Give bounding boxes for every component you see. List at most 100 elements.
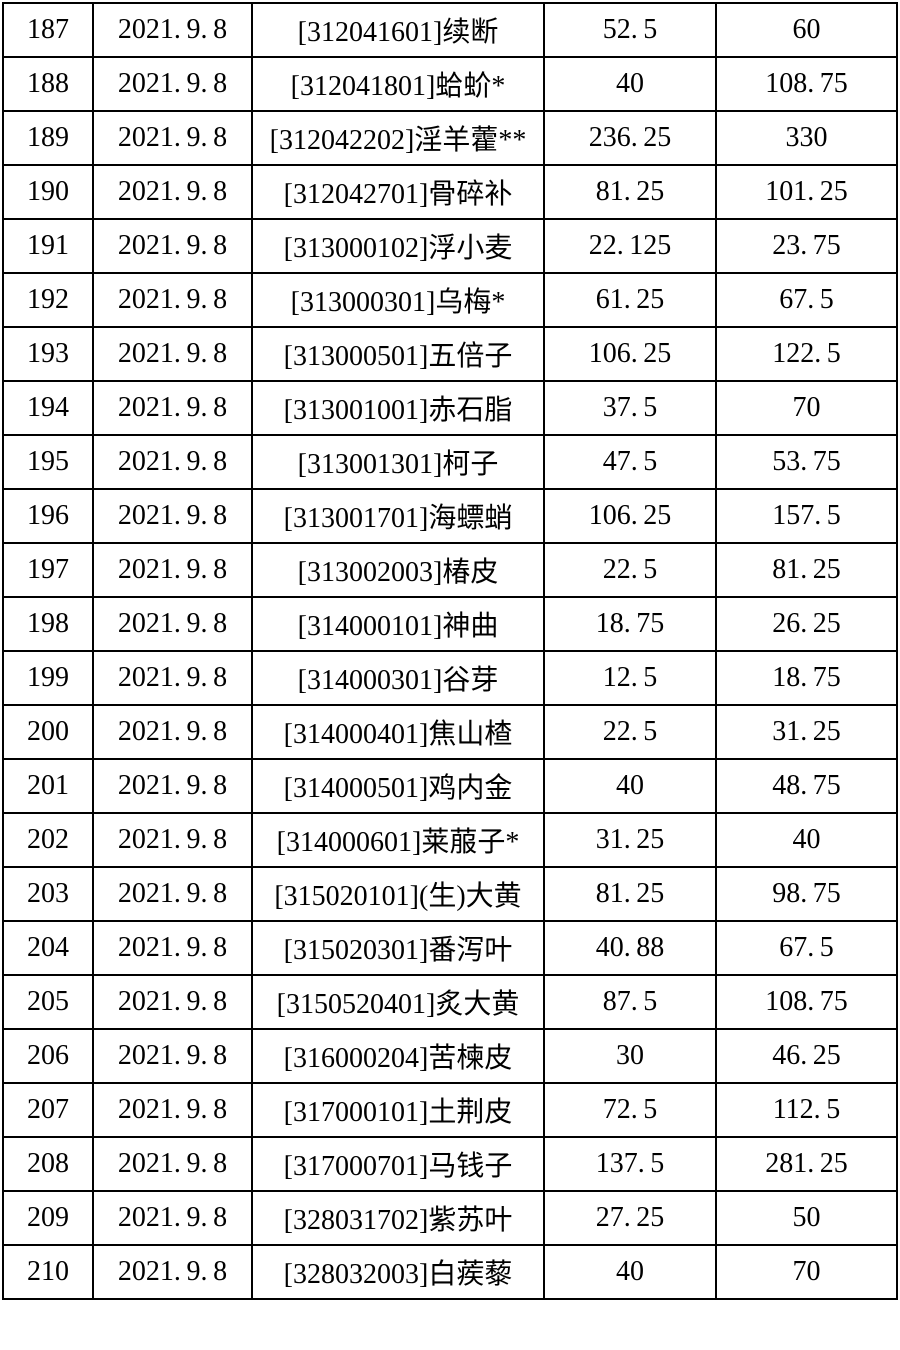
cell-price-2: 67. 5 [715,272,898,328]
table-row: 199 2021. 9. 8 [314000301]谷芽 12. 5 18. 75 [2,650,898,706]
cell-price-2: 70 [715,1244,898,1300]
table-row: 189 2021. 9. 8 [312042202]淫羊藿** 236. 25 330 [2,110,898,166]
cell-price-1: 81. 25 [543,866,717,922]
cell-price-2: 98. 75 [715,866,898,922]
table-row: 188 2021. 9. 8 [312041801]蛤蚧* 40 108. 75 [2,56,898,112]
cell-item-code-name: [312042701]骨碎补 [251,164,545,220]
cell-date: 2021. 9. 8 [92,218,253,274]
cell-price-1: 37. 5 [543,380,717,436]
cell-date: 2021. 9. 8 [92,1244,253,1300]
table-row: 190 2021. 9. 8 [312042701]骨碎补 81. 25 101. 25 [2,164,898,220]
table-row: 200 2021. 9. 8 [314000401]焦山楂 22. 5 31. 25 [2,704,898,760]
cell-row-number: 202 [2,812,94,868]
cell-date: 2021. 9. 8 [92,758,253,814]
cell-price-2: 26. 25 [715,596,898,652]
cell-price-1: 236. 25 [543,110,717,166]
cell-date: 2021. 9. 8 [92,1136,253,1192]
cell-price-1: 106. 25 [543,488,717,544]
cell-price-2: 330 [715,110,898,166]
cell-row-number: 192 [2,272,94,328]
cell-date: 2021. 9. 8 [92,164,253,220]
cell-price-2: 53. 75 [715,434,898,490]
cell-price-2: 157. 5 [715,488,898,544]
cell-item-code-name: [312042202]淫羊藿** [251,110,545,166]
table-row: 207 2021. 9. 8 [317000101]土荆皮 72. 5 112. 5 [2,1082,898,1138]
cell-item-code-name: [313001301]柯子 [251,434,545,490]
cell-date: 2021. 9. 8 [92,434,253,490]
cell-row-number: 188 [2,56,94,112]
cell-price-1: 87. 5 [543,974,717,1030]
cell-row-number: 190 [2,164,94,220]
cell-date: 2021. 9. 8 [92,650,253,706]
cell-row-number: 194 [2,380,94,436]
cell-row-number: 189 [2,110,94,166]
table-row: 191 2021. 9. 8 [313000102]浮小麦 22. 125 23. 75 [2,218,898,274]
cell-date: 2021. 9. 8 [92,326,253,382]
cell-date: 2021. 9. 8 [92,1190,253,1246]
cell-row-number: 209 [2,1190,94,1246]
cell-row-number: 205 [2,974,94,1030]
cell-price-2: 81. 25 [715,542,898,598]
cell-price-1: 81. 25 [543,164,717,220]
table-row: 197 2021. 9. 8 [313002003]椿皮 22. 5 81. 25 [2,542,898,598]
cell-item-code-name: [314000601]莱菔子* [251,812,545,868]
table-row: 195 2021. 9. 8 [313001301]柯子 47. 5 53. 75 [2,434,898,490]
cell-price-1: 22. 5 [543,704,717,760]
cell-row-number: 199 [2,650,94,706]
cell-date: 2021. 9. 8 [92,488,253,544]
cell-price-2: 108. 75 [715,56,898,112]
cell-date: 2021. 9. 8 [92,56,253,112]
table-row: 209 2021. 9. 8 [328031702]紫苏叶 27. 25 50 [2,1190,898,1246]
cell-row-number: 210 [2,1244,94,1300]
cell-date: 2021. 9. 8 [92,380,253,436]
cell-price-1: 47. 5 [543,434,717,490]
cell-price-1: 18. 75 [543,596,717,652]
cell-date: 2021. 9. 8 [92,920,253,976]
cell-date: 2021. 9. 8 [92,866,253,922]
cell-item-code-name: [313001701]海螵蛸 [251,488,545,544]
table-row: 193 2021. 9. 8 [313000501]五倍子 106. 25 122. 5 [2,326,898,382]
cell-price-2: 108. 75 [715,974,898,1030]
table-row: 208 2021. 9. 8 [317000701]马钱子 137. 5 281. 25 [2,1136,898,1192]
cell-item-code-name: [312041601]续断 [251,2,545,58]
cell-price-2: 23. 75 [715,218,898,274]
cell-price-2: 46. 25 [715,1028,898,1084]
cell-price-1: 27. 25 [543,1190,717,1246]
cell-price-2: 122. 5 [715,326,898,382]
cell-row-number: 201 [2,758,94,814]
cell-price-1: 40 [543,56,717,112]
cell-item-code-name: [313000102]浮小麦 [251,218,545,274]
cell-row-number: 208 [2,1136,94,1192]
cell-date: 2021. 9. 8 [92,974,253,1030]
table-row: 204 2021. 9. 8 [315020301]番泻叶 40. 88 67. 5 [2,920,898,976]
cell-item-code-name: [316000204]苦楝皮 [251,1028,545,1084]
cell-price-1: 31. 25 [543,812,717,868]
cell-price-2: 70 [715,380,898,436]
cell-price-1: 40 [543,1244,717,1300]
cell-price-2: 40 [715,812,898,868]
cell-date: 2021. 9. 8 [92,596,253,652]
cell-row-number: 206 [2,1028,94,1084]
cell-row-number: 207 [2,1082,94,1138]
cell-price-2: 31. 25 [715,704,898,760]
table-row: 192 2021. 9. 8 [313000301]乌梅* 61. 25 67. 5 [2,272,898,328]
cell-price-1: 30 [543,1028,717,1084]
cell-date: 2021. 9. 8 [92,1028,253,1084]
cell-item-code-name: [313001001]赤石脂 [251,380,545,436]
cell-price-1: 22. 5 [543,542,717,598]
cell-price-2: 18. 75 [715,650,898,706]
cell-item-code-name: [314000101]神曲 [251,596,545,652]
cell-item-code-name: [328032003]白蒺藜 [251,1244,545,1300]
cell-price-1: 137. 5 [543,1136,717,1192]
cell-date: 2021. 9. 8 [92,2,253,58]
cell-item-code-name: [315020101](生)大黄 [251,866,545,922]
cell-price-1: 40. 88 [543,920,717,976]
cell-price-1: 22. 125 [543,218,717,274]
table-row: 201 2021. 9. 8 [314000501]鸡内金 40 48. 75 [2,758,898,814]
cell-item-code-name: [313000501]五倍子 [251,326,545,382]
table-row: 205 2021. 9. 8 [3150520401]炙大黄 87. 5 108. 75 [2,974,898,1030]
cell-item-code-name: [314000301]谷芽 [251,650,545,706]
cell-date: 2021. 9. 8 [92,272,253,328]
cell-item-code-name: [317000101]土荆皮 [251,1082,545,1138]
cell-item-code-name: [3150520401]炙大黄 [251,974,545,1030]
